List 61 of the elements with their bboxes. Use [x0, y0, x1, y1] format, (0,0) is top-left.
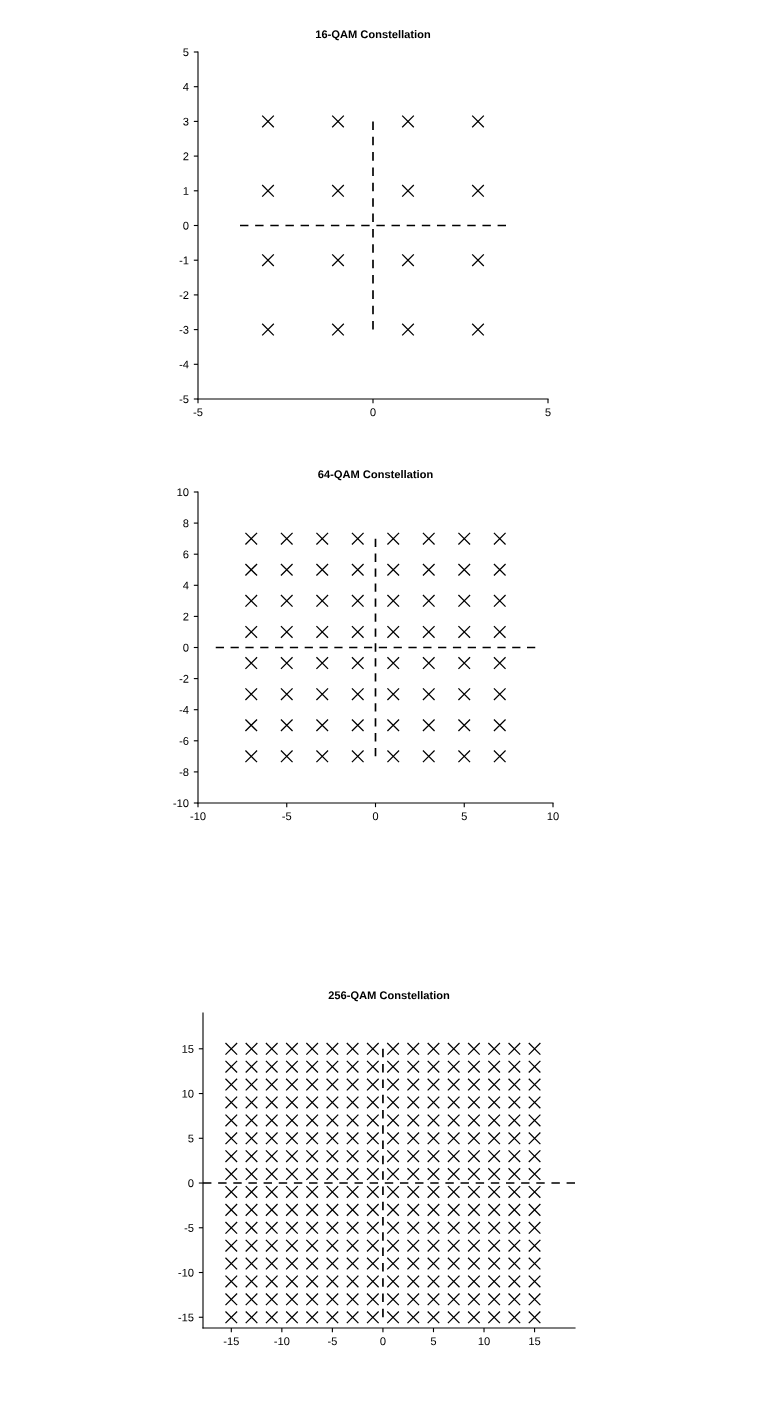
x-tick-label: 5 — [430, 1337, 437, 1346]
y-tick-label: 0 — [188, 1179, 194, 1188]
y-tick-label: -3 — [179, 325, 189, 334]
x-tick-label: 10 — [547, 812, 559, 821]
point — [471, 323, 485, 337]
x-tick-label: 15 — [529, 1337, 541, 1346]
point — [331, 114, 345, 128]
x-tick-label: -5 — [282, 812, 292, 821]
y-tick-label: -5 — [184, 1224, 194, 1232]
point — [261, 184, 275, 198]
x-tick-label: -10 — [274, 1337, 290, 1346]
x-tick-label: 0 — [380, 1337, 386, 1346]
x-tick-label: 5 — [461, 812, 467, 821]
point — [261, 253, 275, 267]
x-tick-label: 0 — [372, 812, 379, 821]
point — [401, 114, 415, 128]
y-tick-label: -8 — [179, 768, 189, 777]
point — [401, 184, 415, 198]
point — [401, 323, 415, 337]
point — [471, 253, 485, 267]
y-tick-label: -2 — [179, 674, 189, 683]
x-tick-label: 5 — [545, 408, 551, 417]
y-tick-label: -4 — [179, 360, 189, 369]
chart-title: 64-QAM Constellation — [318, 470, 433, 481]
y-tick-label: -6 — [179, 737, 189, 745]
point — [471, 114, 485, 128]
y-tick-label: 8 — [183, 519, 189, 528]
y-tick-label: 5 — [188, 1134, 194, 1143]
y-tick-label: -10 — [178, 1268, 194, 1277]
x-tick-label: -15 — [223, 1337, 239, 1346]
point — [261, 323, 275, 337]
point — [331, 253, 345, 267]
y-tick-label: 0 — [183, 221, 189, 230]
y-tick-label: 3 — [183, 117, 189, 126]
y-tick-label: 2 — [183, 612, 189, 621]
x-tick-label: 10 — [478, 1337, 490, 1346]
y-tick-label: -1 — [179, 256, 189, 265]
y-tick-label: 4 — [183, 83, 189, 91]
y-tick-label: -4 — [179, 706, 189, 714]
point — [401, 253, 415, 267]
point — [331, 184, 345, 198]
y-tick-label: 5 — [183, 48, 189, 57]
chart-title: 256-QAM Constellation — [328, 991, 450, 1002]
x-tick-label: -5 — [327, 1337, 337, 1346]
y-tick-label: -10 — [173, 799, 189, 808]
point — [261, 114, 275, 128]
y-tick-label: 10 — [177, 488, 189, 497]
y-tick-label: -15 — [178, 1313, 194, 1322]
y-tick-label: 6 — [183, 550, 189, 559]
y-tick-label: 10 — [182, 1089, 194, 1098]
y-tick-label: -5 — [179, 395, 189, 404]
y-tick-label: 15 — [182, 1045, 194, 1053]
point — [331, 323, 345, 337]
y-tick-label: 2 — [183, 152, 189, 161]
y-tick-label: -2 — [179, 291, 189, 299]
y-tick-label: 4 — [183, 581, 189, 590]
point — [471, 184, 485, 198]
y-tick-label: 0 — [183, 643, 189, 652]
chart-title: 16-QAM Constellation — [315, 30, 431, 41]
y-tick-label: 1 — [183, 187, 189, 195]
x-tick-label: 0 — [370, 408, 376, 417]
